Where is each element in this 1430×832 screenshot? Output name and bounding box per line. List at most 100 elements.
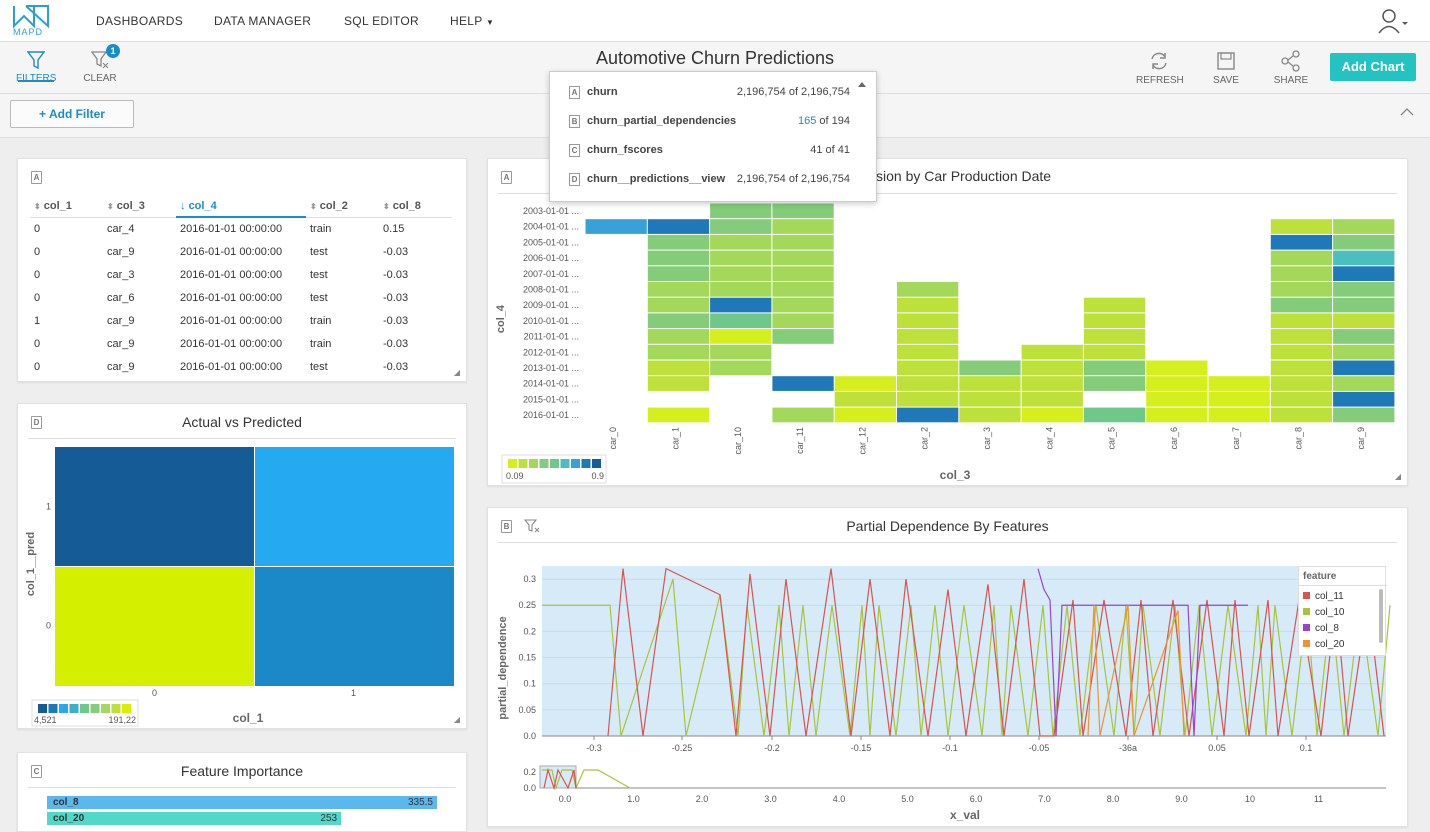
heatmap-cell[interactable] xyxy=(897,376,959,391)
heatmap-cell[interactable] xyxy=(772,313,834,329)
heatmap-cell[interactable] xyxy=(1270,282,1333,297)
filters-button[interactable]: FILTERS xyxy=(16,50,56,84)
heatmap-cell[interactable] xyxy=(1333,391,1395,407)
heatmap-cell[interactable] xyxy=(710,234,772,250)
heatmap-cell[interactable] xyxy=(1146,391,1208,407)
heatmap-cell[interactable] xyxy=(772,203,834,219)
heatmap-cell[interactable] xyxy=(1083,313,1146,329)
heatmap-cell[interactable] xyxy=(1146,360,1208,376)
heatmap-cell[interactable] xyxy=(710,203,772,219)
heatmap-cell[interactable] xyxy=(710,313,772,329)
heatmap-cell[interactable] xyxy=(647,250,710,266)
heatmap-cell[interactable] xyxy=(1333,313,1395,329)
nav-dashboards[interactable]: DASHBOARDS xyxy=(96,14,184,28)
heatmap-cell[interactable] xyxy=(1270,376,1333,391)
heatmap-cell[interactable] xyxy=(834,407,896,423)
heatmap-cell[interactable] xyxy=(1333,407,1395,423)
matrix-cell[interactable] xyxy=(55,447,254,566)
nav-data-manager[interactable]: DATA MANAGER xyxy=(214,14,312,28)
heatmap-cell[interactable] xyxy=(585,219,647,234)
heatmap-cell[interactable] xyxy=(647,313,710,329)
heatmap-cell[interactable] xyxy=(1083,344,1146,360)
heatmap-cell[interactable] xyxy=(1333,282,1395,297)
matrix-cell[interactable] xyxy=(255,567,454,686)
partial-dependence-line-chart[interactable]: 0.0 0.05 0.1 0.15 0.2 0.25 0.3 -0.3 -0.25 -0.2 -0.… xyxy=(488,508,1408,827)
column-header-col-3[interactable]: ⬍ col_3 xyxy=(103,195,176,218)
dashboard-title[interactable]: Automotive Churn Predictions xyxy=(595,48,835,68)
confusion-matrix-chart[interactable]: 1 0 0 1 col_1__pred col_1 4,521 191,22 xyxy=(18,404,467,729)
heatmap-cell[interactable] xyxy=(710,282,772,297)
heatmap-cell[interactable] xyxy=(959,407,1021,423)
heatmap-cell[interactable] xyxy=(710,266,772,281)
resize-handle-icon[interactable]: ◢ xyxy=(453,368,460,377)
heatmap-cell[interactable] xyxy=(1333,219,1395,234)
heatmap-cell[interactable] xyxy=(1333,250,1395,266)
heatmap-cell[interactable] xyxy=(710,329,772,344)
chart-title[interactable]: sion by Car Production Date xyxy=(876,168,1052,184)
heatmap-cell[interactable] xyxy=(1333,234,1395,250)
heatmap-cell[interactable] xyxy=(959,391,1021,407)
heatmap-cell[interactable] xyxy=(710,360,772,376)
table-row[interactable]: 0 car_4 2016-01-01 00:00:00 train 0.15 xyxy=(30,217,452,240)
chart-title[interactable]: Partial Dependence By Features xyxy=(846,518,1049,534)
column-header-col-2[interactable]: ⬍ col_2 xyxy=(306,195,379,218)
heatmap-cell[interactable] xyxy=(772,219,834,234)
heatmap-cell[interactable] xyxy=(1333,297,1395,313)
series-line-col-11[interactable] xyxy=(607,567,1385,737)
heatmap-cell[interactable] xyxy=(834,391,896,407)
heatmap-cell[interactable] xyxy=(1333,344,1395,360)
legend-item[interactable]: col_20 xyxy=(1303,639,1344,650)
heatmap-cell[interactable] xyxy=(897,297,959,313)
table-row[interactable]: 1 car_9 2016-01-01 00:00:00 train -0.03 xyxy=(30,309,452,332)
heatmap-cell[interactable] xyxy=(647,344,710,360)
heatmap-cell[interactable] xyxy=(772,297,834,313)
heatmap-cell[interactable] xyxy=(710,297,772,313)
heatmap-cell[interactable] xyxy=(647,376,710,391)
datasource-item-partial-dependencies[interactable]: B churn_partial_dependencies 165 of 194 xyxy=(550,107,878,136)
heatmap-cell[interactable] xyxy=(897,313,959,329)
heatmap-cell[interactable] xyxy=(897,360,959,376)
nav-sql-editor[interactable]: SQL EDITOR xyxy=(344,14,420,28)
legend-item[interactable]: col_8 xyxy=(1303,623,1339,634)
bar[interactable]: col_8 335.5 xyxy=(47,796,437,809)
datasource-item-fscores[interactable]: C churn_fscores 41 of 41 xyxy=(550,136,878,165)
heatmap-cell[interactable] xyxy=(772,329,834,344)
heatmap-cell[interactable] xyxy=(1270,266,1333,281)
heatmap-cell[interactable] xyxy=(897,344,959,360)
heatmap-cell[interactable] xyxy=(1146,376,1208,391)
heatmap-cell[interactable] xyxy=(1270,234,1333,250)
heatmap-cell[interactable] xyxy=(1270,344,1333,360)
matrix-cell[interactable] xyxy=(55,567,254,686)
heatmap-cell[interactable] xyxy=(959,376,1021,391)
heatmap-cell[interactable] xyxy=(647,360,710,376)
heatmap-cell[interactable] xyxy=(647,282,710,297)
add-filter-button[interactable]: + Add Filter xyxy=(10,100,134,128)
heatmap-cell[interactable] xyxy=(834,376,896,391)
dropdown-arrow-icon[interactable] xyxy=(858,82,866,87)
heatmap-cell[interactable] xyxy=(1083,297,1146,313)
chevron-up-icon[interactable] xyxy=(1400,108,1414,116)
mapd-logo-icon[interactable] xyxy=(12,4,52,38)
series-line-col-8[interactable] xyxy=(1037,568,1248,737)
heatmap-cell[interactable] xyxy=(1083,407,1146,423)
heatmap-cell[interactable] xyxy=(1021,344,1083,360)
filter-clear-icon[interactable] xyxy=(524,519,540,533)
heatmap-cell[interactable] xyxy=(1333,376,1395,391)
heatmap-cell[interactable] xyxy=(1021,391,1083,407)
heatmap-cell[interactable] xyxy=(772,376,834,391)
heatmap-cell[interactable] xyxy=(1208,407,1270,423)
table-row[interactable]: 0 car_3 2016-01-01 00:00:00 test -0.03 xyxy=(30,263,452,286)
heatmap-cell[interactable] xyxy=(647,329,710,344)
column-header-col-8[interactable]: ⬍ col_8 xyxy=(379,195,452,218)
bar[interactable]: col_20 253 xyxy=(47,812,342,825)
heatmap-cell[interactable] xyxy=(710,250,772,266)
heatmap-cell[interactable] xyxy=(1208,376,1270,391)
heatmap-cell[interactable] xyxy=(1270,297,1333,313)
heatmap-cell[interactable] xyxy=(1270,407,1333,423)
heatmap-cell[interactable] xyxy=(647,266,710,281)
heatmap-cell[interactable] xyxy=(710,219,772,234)
heatmap-cell[interactable] xyxy=(1270,313,1333,329)
add-chart-button[interactable]: Add Chart xyxy=(1330,53,1416,81)
chart-title[interactable]: Feature Importance xyxy=(180,763,304,779)
legend-item[interactable]: col_11 xyxy=(1303,591,1344,602)
